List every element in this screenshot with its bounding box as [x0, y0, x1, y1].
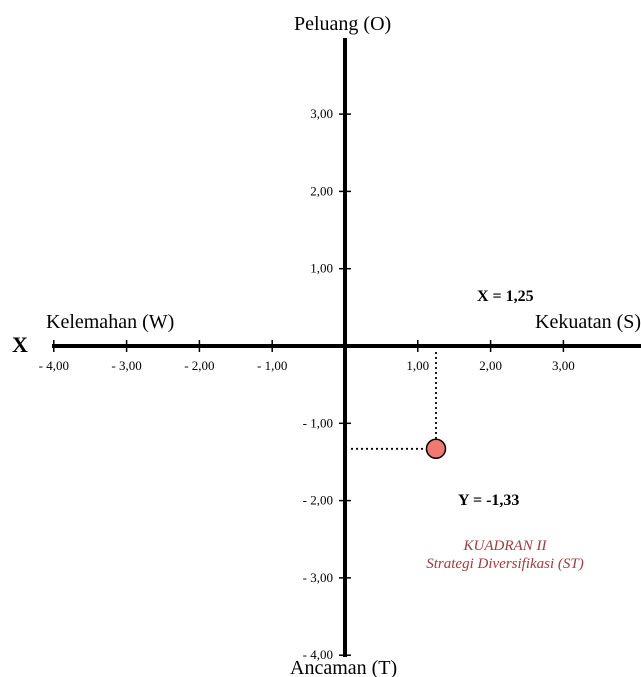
- y-tick-label: - 3,00: [303, 570, 333, 585]
- y-tick-label: 3,00: [310, 106, 333, 121]
- y-tick-label: 1,00: [310, 261, 333, 276]
- x-value-label: X = 1,25: [477, 288, 534, 305]
- y-tick-label: 2,00: [310, 183, 333, 198]
- x-tick-label: - 4,00: [39, 358, 69, 373]
- x-axis-negative-label: Kelemahan (W): [46, 311, 174, 333]
- quadrant-subtitle: Strategi Diversifikasi (ST): [426, 556, 584, 572]
- x-tick-label: - 3,00: [111, 358, 141, 373]
- x-axis-positive-label: Kekuatan (S): [535, 311, 641, 333]
- y-axis-positive-label: Peluang (O): [294, 13, 391, 35]
- data-point: [425, 438, 447, 460]
- y-tick-label: - 1,00: [303, 415, 333, 430]
- y-value-label: Y = -1,33: [458, 492, 519, 509]
- x-tick-label: - 2,00: [184, 358, 214, 373]
- y-axis-negative-label: Ancaman (T): [290, 657, 397, 677]
- y-tick-label: - 4,00: [303, 647, 333, 662]
- quadrant-title: KUADRAN II: [463, 538, 548, 554]
- x-tick-label: - 1,00: [257, 358, 287, 373]
- x-tick-label: 3,00: [552, 358, 575, 373]
- y-tick-label: - 2,00: [303, 493, 333, 508]
- x-tick-label: 1,00: [406, 358, 429, 373]
- x-axis-letter: X: [12, 332, 28, 357]
- y-axis-ticks: 3,00 2,00 1,00 - 1,00 - 2,00 - 3,00 - 4,00: [303, 106, 351, 662]
- x-axis-ticks: - 4,00 - 3,00 - 2,00 - 1,00 1,00 2,00 3,00: [39, 340, 575, 373]
- x-tick-label: 2,00: [479, 358, 502, 373]
